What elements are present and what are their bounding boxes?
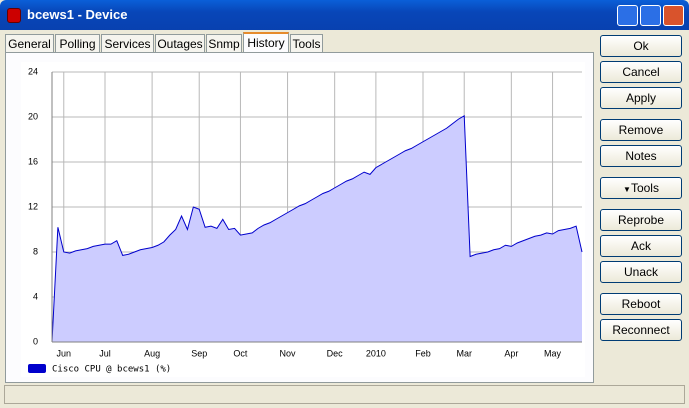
tab[interactable]: Tools xyxy=(290,34,323,52)
button-label: Ack xyxy=(630,239,651,253)
x-tick-label: Aug xyxy=(144,348,160,358)
window-icon xyxy=(7,8,21,23)
button-label: Apply xyxy=(625,91,657,105)
y-tick-label: 8 xyxy=(33,246,38,256)
x-tick-label: Dec xyxy=(327,348,344,358)
button[interactable]: Apply xyxy=(600,87,682,109)
tab[interactable]: Snmp xyxy=(206,34,242,52)
title-bar: bcews1 - Device xyxy=(0,0,689,30)
button-label: Reprobe xyxy=(617,213,665,227)
x-tick-label: Feb xyxy=(415,348,431,358)
status-bar xyxy=(4,385,685,404)
button[interactable]: Ack xyxy=(600,235,682,257)
tab[interactable]: General xyxy=(5,34,54,52)
x-tick-label: Sep xyxy=(191,348,207,358)
y-tick-label: 16 xyxy=(28,156,38,166)
y-tick-label: 12 xyxy=(28,201,38,211)
tab[interactable]: Polling xyxy=(55,34,100,52)
x-tick-label: Mar xyxy=(456,348,472,358)
button-label: Reboot xyxy=(621,297,661,311)
y-tick-label: 4 xyxy=(33,291,38,301)
button-label: Notes xyxy=(625,149,657,163)
chart: :04812162024JunJulAugSepOctNovDec2010Feb… xyxy=(21,62,585,377)
button-label: Ok xyxy=(633,39,649,53)
x-tick-label: May xyxy=(544,348,562,358)
button-label: Tools xyxy=(630,181,659,195)
x-tick-label: Apr xyxy=(504,348,518,358)
area xyxy=(52,115,582,342)
button[interactable]: Remove xyxy=(600,119,682,141)
legend-label: Cisco CPU @ bcews1 (%) xyxy=(52,365,171,375)
x-tick-label: Jul xyxy=(99,348,111,358)
dropdown-arrow: ▼ xyxy=(623,185,631,194)
button[interactable]: Unack xyxy=(600,261,682,283)
button[interactable]: Reprobe xyxy=(600,209,682,231)
x-tick-label: Oct xyxy=(233,348,248,358)
button[interactable]: Reboot xyxy=(600,293,682,315)
button-label: Reconnect xyxy=(612,323,670,337)
button[interactable]: Notes xyxy=(600,145,682,167)
tab[interactable]: Services xyxy=(101,34,154,52)
button[interactable]: Reconnect xyxy=(600,319,682,341)
y-tick-label: 20 xyxy=(28,111,38,121)
x-tick-label: 2010 xyxy=(366,348,386,358)
button-label: Remove xyxy=(618,123,664,137)
y-tick-label: 0 xyxy=(33,336,38,346)
button-label: Cancel xyxy=(622,65,660,79)
tab[interactable]: History xyxy=(243,32,289,53)
minimize-button[interactable] xyxy=(617,5,638,26)
maximize-button[interactable] xyxy=(640,5,661,26)
x-tick-label: Nov xyxy=(280,348,297,358)
legend-swatch xyxy=(28,364,46,373)
button-label: Unack xyxy=(623,265,658,279)
close-button[interactable] xyxy=(663,5,684,26)
button[interactable]: ▼Tools xyxy=(600,177,682,199)
line xyxy=(51,115,583,343)
y-tick-label: 24 xyxy=(28,66,38,76)
button[interactable]: Cancel xyxy=(600,61,682,83)
window-title: bcews1 - Device xyxy=(27,7,128,22)
button[interactable]: Ok xyxy=(600,35,682,57)
tab[interactable]: Outages xyxy=(155,34,205,52)
x-tick-label: Jun xyxy=(57,348,72,358)
